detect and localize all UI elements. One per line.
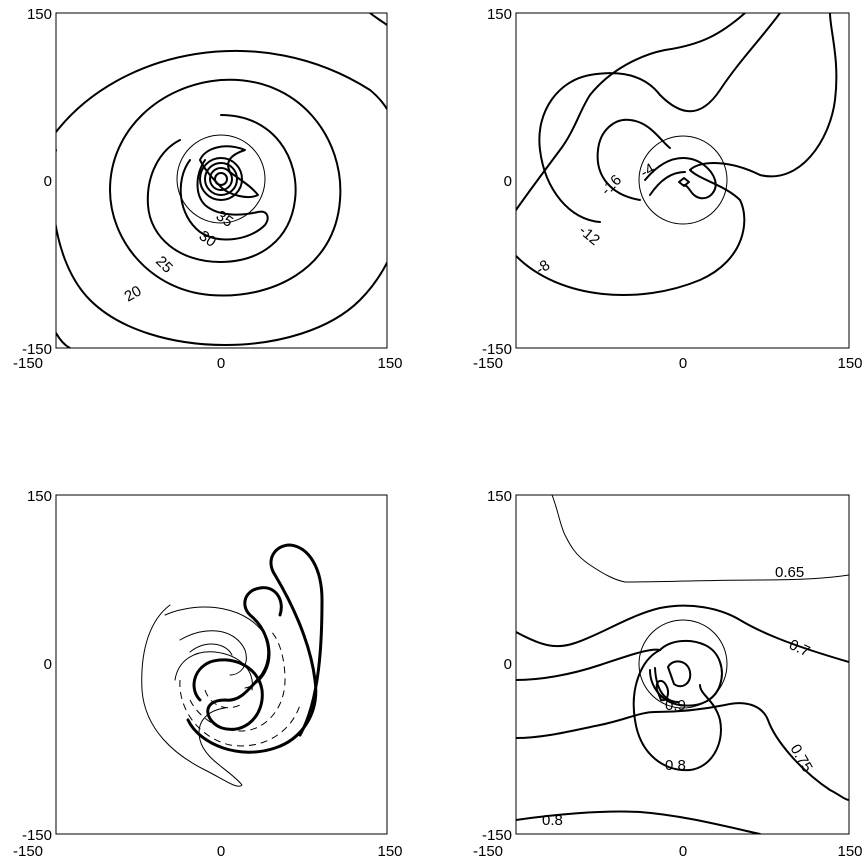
contour-line <box>596 118 671 201</box>
contour-line-dashed <box>189 629 286 732</box>
plot-frame <box>55 494 388 835</box>
contour-line <box>109 78 342 297</box>
contour-line <box>179 159 269 241</box>
ytick-label: 0 <box>504 656 512 673</box>
plot-frame <box>55 12 388 349</box>
ytick-label: -150 <box>482 827 512 844</box>
contour-label: 20 <box>122 282 145 305</box>
xtick-label: 150 <box>837 843 862 860</box>
contour-line-dashed <box>179 679 301 747</box>
ytick-label: 150 <box>487 488 512 505</box>
contour-line <box>189 643 233 656</box>
ytick-label: 150 <box>487 6 512 23</box>
contour-line <box>214 172 228 186</box>
contour-label: 25 <box>152 253 176 277</box>
contour-line <box>678 177 690 187</box>
contour-label: -8 <box>533 257 554 279</box>
contour-label: 0.65 <box>775 564 804 581</box>
xtick-label: 0 <box>217 355 225 372</box>
contour-line <box>209 167 233 191</box>
contour-label: 0.8 <box>665 757 686 774</box>
contour-line <box>179 630 247 676</box>
contour-line <box>516 604 849 663</box>
contour-line <box>199 157 243 201</box>
contour-line <box>141 604 243 787</box>
contour-label: 0.75 <box>787 742 816 776</box>
contour-line <box>56 332 71 348</box>
contour-label: 0.7 <box>786 636 812 660</box>
contour-line <box>516 810 761 834</box>
contour-line <box>551 495 849 583</box>
contour-line <box>204 162 238 196</box>
contour-line <box>649 171 686 196</box>
contour-line <box>516 13 746 211</box>
contour-line <box>644 157 717 200</box>
radius-circle <box>638 135 728 225</box>
contour-line <box>516 169 746 297</box>
panel-top-right: 150 0 -150 -150 0 150 -16 -4 -12 -8 <box>473 6 863 372</box>
ytick-label: 150 <box>27 6 52 23</box>
contour-line <box>649 639 723 707</box>
contour-line <box>369 13 387 26</box>
contour-line <box>689 13 838 178</box>
ytick-label: -150 <box>22 827 52 844</box>
contour-label: 30 <box>196 227 219 250</box>
xtick-label: 150 <box>377 843 402 860</box>
radius-circle <box>176 134 266 224</box>
contour-label: 35 <box>213 207 236 230</box>
contour-line <box>516 648 661 681</box>
panel-bottom-right: 150 0 -150 -150 0 150 0.65 0.7 0.75 0.8 … <box>473 488 863 860</box>
xtick-label: 0 <box>679 355 687 372</box>
contour-label: -12 <box>575 222 603 249</box>
ytick-label: 0 <box>504 173 512 190</box>
plot-frame <box>515 494 850 835</box>
contour-line-bold <box>186 543 324 754</box>
ytick-label: 0 <box>44 173 52 190</box>
ytick-label: -150 <box>482 341 512 358</box>
contour-label: -4 <box>638 160 658 181</box>
contour-line <box>174 651 253 691</box>
contour-line <box>654 667 679 703</box>
contour-line <box>667 660 692 688</box>
ytick-label: 0 <box>44 656 52 673</box>
contour-line-dashed <box>204 689 241 709</box>
radius-circle <box>638 619 728 709</box>
plot-frame <box>515 12 850 349</box>
ytick-label: -150 <box>22 341 52 358</box>
contour-line <box>538 13 781 223</box>
contour-line <box>146 114 297 263</box>
contour-label: 0.9 <box>665 697 686 714</box>
xtick-label: 0 <box>217 843 225 860</box>
xtick-label: -150 <box>473 843 503 860</box>
panel-top-left: 150 0 -150 -150 0 150 35 30 25 20 <box>13 6 403 372</box>
contour-line-bold <box>192 586 283 731</box>
ytick-label: 150 <box>27 488 52 505</box>
contour-line <box>632 649 722 772</box>
xtick-label: 150 <box>837 355 862 372</box>
xtick-label: 150 <box>377 355 402 372</box>
contour-line <box>516 702 849 801</box>
contour-line <box>655 679 670 702</box>
xtick-label: -150 <box>13 355 43 372</box>
contour-line <box>56 49 387 346</box>
xtick-label: -150 <box>473 355 503 372</box>
xtick-label: 0 <box>679 843 687 860</box>
contour-label: 0.8 <box>542 812 563 829</box>
xtick-label: -150 <box>13 843 43 860</box>
panel-bottom-left: 150 0 -150 -150 0 150 <box>13 488 403 860</box>
